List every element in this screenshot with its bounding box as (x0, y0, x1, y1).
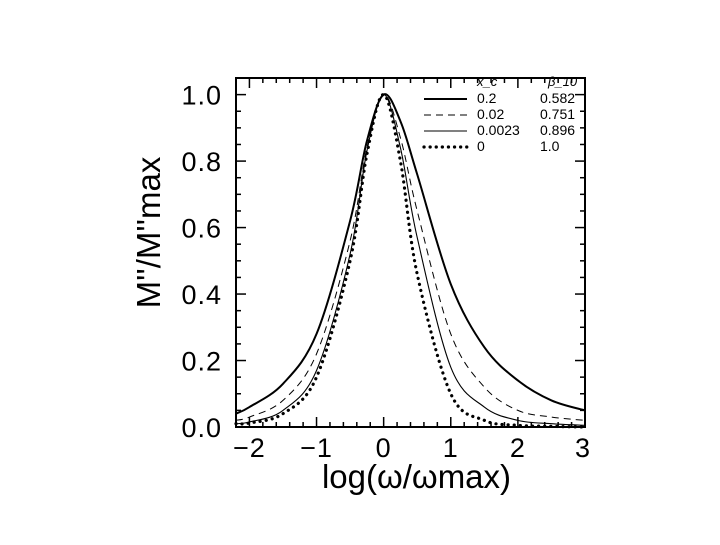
y-axis-title: M''/M''max (130, 156, 167, 308)
x-tick-label: 1 (443, 433, 459, 463)
x-tick-label: −2 (233, 433, 266, 463)
legend-label-xc: 0.2 (477, 90, 497, 106)
x-axis-title: log(ω/ωmax) (322, 458, 511, 495)
legend-label-beta: 0.751 (540, 106, 575, 122)
y-tick-label: 1.0 (181, 81, 222, 111)
series-line-dotted (234, 93, 587, 429)
series-line-dashed (235, 94, 586, 421)
legend-header-beta: β_10 (547, 74, 578, 89)
plot-frame (235, 77, 586, 428)
legend-label-beta: 1.0 (540, 138, 560, 154)
legend-label-beta: 0.582 (540, 90, 575, 106)
x-tick-label: 0 (376, 433, 392, 463)
y-tick-label: 0.6 (181, 214, 222, 244)
y-tick-label: 0.4 (181, 280, 222, 310)
series-line-solid-thin (235, 94, 586, 426)
x-tick-label: −1 (300, 433, 333, 463)
series-line-solid (235, 93, 586, 415)
legend-label-xc: 0.02 (477, 106, 504, 122)
legend-label-beta: 0.896 (540, 122, 575, 138)
legend-header-xc: x_c (476, 74, 498, 89)
y-tick-label: 0.8 (181, 147, 222, 177)
legend-label-xc: 0.0023 (477, 122, 520, 138)
x-tick-label: 3 (575, 433, 591, 463)
y-tick-label: 0.2 (181, 347, 222, 377)
x-tick-label: 2 (510, 433, 526, 463)
y-tick-label: 0.0 (181, 413, 222, 443)
legend-label-xc: 0 (477, 138, 485, 154)
